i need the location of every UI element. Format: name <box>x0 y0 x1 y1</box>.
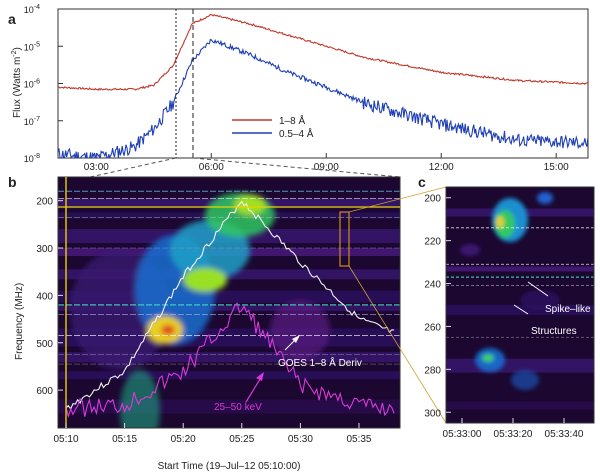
panel-c-xticks: 05:33:00 05:33:20 05:33:40 <box>443 418 584 440</box>
panel-b-xticks: 05:10 05:15 05:20 05:25 05:30 05:35 <box>53 423 372 445</box>
panel-c-ytick-label: 300 <box>424 408 441 419</box>
panel-b-ylabel: Frequency (MHz) <box>14 283 25 360</box>
panel-b-letter: b <box>8 174 17 190</box>
panel-c-letter: c <box>418 174 426 190</box>
panel-a-ytick-exp: -8 <box>34 153 40 160</box>
panel-a-ytick-label: 10-5 <box>24 41 40 52</box>
panel-a-legend: 1–8 Å 0.5–4 Å <box>232 114 314 140</box>
panel-c-ytick-label: 220 <box>424 237 441 248</box>
legend-label-short: 0.5–4 Å <box>279 127 314 140</box>
goes-annotation-label: GOES 1–8 Å Deriv <box>278 356 362 369</box>
spike-annotation-arrow-1 <box>527 281 549 297</box>
panel-b-xlabel: Start Time (19–Jul–12 05:10:00) <box>158 461 301 472</box>
panel-a-frame <box>57 8 589 159</box>
panel-b-xtick-label: 05:30 <box>288 434 313 445</box>
panel-b-frame <box>57 176 401 429</box>
panel-b-xtick-label: 05:35 <box>346 434 371 445</box>
panel-a-ytick-exp: -7 <box>34 116 40 123</box>
panel-c-xtick-label: 05:33:40 <box>545 429 584 440</box>
panel-b-xtick-label: 05:20 <box>171 434 196 445</box>
panel-a-ylabel-close: ) <box>12 47 23 50</box>
panel-c-spectrogram <box>446 187 594 423</box>
goes-short-series <box>58 38 588 158</box>
hxr-annotation: 25–50 keV <box>214 372 264 413</box>
hxr-annotation-arrow <box>245 375 263 403</box>
panel-c-yticks: 200 220 240 260 280 300 <box>424 194 451 419</box>
zoom-box-connector-bottom <box>348 265 447 424</box>
zoom-box <box>339 211 350 267</box>
goes-annotation-arrowhead <box>292 335 300 343</box>
panel-c-frame <box>445 186 595 424</box>
panel-c-ytick-label: 260 <box>424 322 441 333</box>
panel-a-ytick-label: 10-7 <box>24 116 40 127</box>
panel-b-ytick-label: 500 <box>36 339 53 350</box>
panel-b-xtick-label: 05:15 <box>112 434 137 445</box>
panel-a-xtick-label: 15:00 <box>544 162 569 173</box>
panel-a-xtick-label: 03:00 <box>84 162 109 173</box>
panel-b-ytick-label: 200 <box>36 197 53 208</box>
panel-a-ytick-label: 10-8 <box>24 153 40 164</box>
panel-b-xtick-label: 05:10 <box>53 434 78 445</box>
zoom-connector-left <box>89 157 177 178</box>
spike-annotation-line2: Structures <box>531 326 577 337</box>
spike-annotation-arrow-2 <box>513 304 529 315</box>
panel-a-ytick-exp: -5 <box>34 41 40 48</box>
hxr-annotation-arrowhead <box>256 372 264 381</box>
panel-a-yaxis-label: Flux (Watts m-2) <box>11 47 23 118</box>
spike-annotation: Spike–like Structures <box>513 281 591 337</box>
panel-a-ytick-label: 10-4 <box>24 4 40 15</box>
zoom-connector-right <box>192 157 401 178</box>
spike-annotation-line1: Spike–like <box>545 304 591 315</box>
panel-a-yticks: 10-4 10-5 10-6 10-7 10-8 <box>24 4 63 164</box>
panel-a-ytick-exp: -4 <box>34 4 40 11</box>
svg-text:Flux (Watts m-2): Flux (Watts m-2) <box>11 47 23 118</box>
panel-a-xtick-label: 09:00 <box>314 162 339 173</box>
goes-annotation: GOES 1–8 Å Deriv <box>278 335 362 369</box>
panel-a-xtick-label: 12:00 <box>429 162 454 173</box>
panel-c-ytick-label: 280 <box>424 365 441 376</box>
goes-derivative-series <box>65 200 395 410</box>
zoom-box-connector-top <box>348 186 447 213</box>
panel-b-ytick-label: 600 <box>36 386 53 397</box>
panel-b-xtick-label: 05:25 <box>229 434 254 445</box>
panel-c-ytick-label: 240 <box>424 280 441 291</box>
goes-long-series <box>58 13 588 91</box>
panel-b-ytick-label: 300 <box>36 244 53 255</box>
hxr-annotation-label: 25–50 keV <box>214 402 262 413</box>
panel-c-xtick-label: 05:33:20 <box>494 429 533 440</box>
panel-c-xtick-label: 05:33:00 <box>443 429 482 440</box>
hxr-25-50kev-series <box>65 302 395 419</box>
legend-label-long: 1–8 Å <box>279 114 305 127</box>
panel-b-yticks: 200 300 400 500 600 <box>36 197 63 397</box>
panel-a-xtick-label: 06:00 <box>199 162 224 173</box>
panel-a-ytick-label: 10-6 <box>24 79 40 90</box>
panel-b-spectrogram <box>58 177 400 428</box>
panel-a-ylabel-sup: -2 <box>11 50 18 56</box>
panel-c-ytick-label: 200 <box>424 194 441 205</box>
panel-a-ylabel-text: Flux (Watts m <box>12 57 23 118</box>
panel-b-ytick-label: 400 <box>36 291 53 302</box>
panel-a-ytick-exp: -6 <box>34 79 40 86</box>
panel-a-letter: a <box>8 11 16 27</box>
